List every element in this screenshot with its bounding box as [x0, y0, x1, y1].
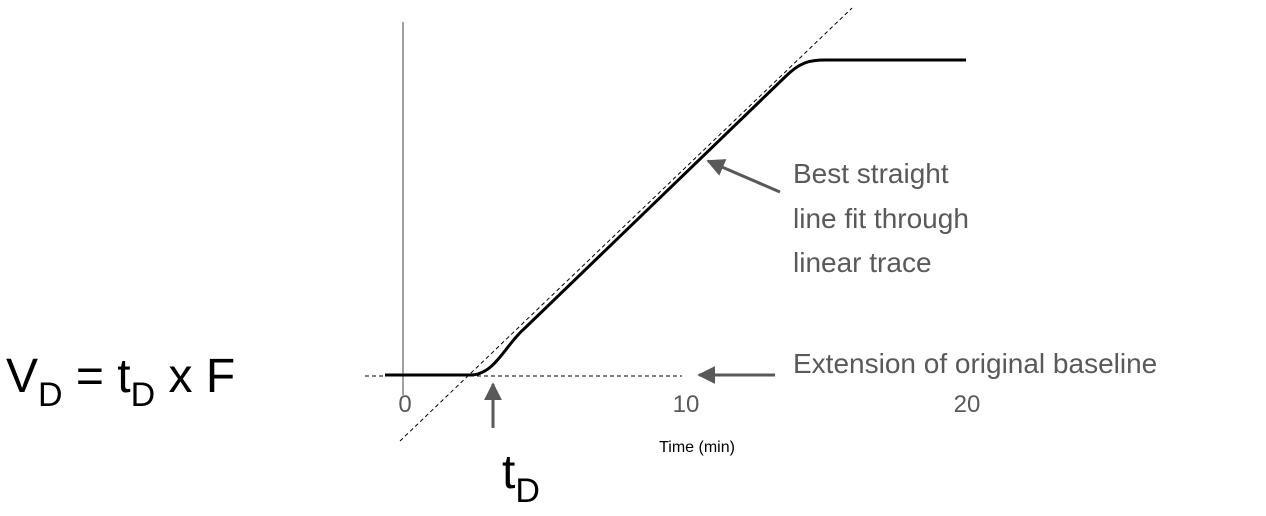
fit-line [399, 7, 853, 442]
baseline-note: Extension of original baseline [793, 348, 1157, 379]
td-sub: D [515, 472, 540, 510]
td-label: tD [502, 446, 540, 510]
fit-note: Best straight [793, 158, 949, 189]
x-tick-label: 10 [673, 391, 700, 418]
fit-arrow [706, 159, 781, 194]
eq-part: V [6, 350, 38, 403]
eq-part: x F [155, 350, 235, 403]
eq-part: = t [63, 350, 131, 403]
eq-sub: D [38, 376, 63, 414]
td-main: t [502, 446, 515, 499]
x-tick-label: 20 [954, 391, 981, 418]
fit-note: line fit through [793, 203, 969, 234]
axis-label: Time (min) [659, 439, 735, 456]
fit-note: linear trace [793, 247, 932, 278]
eq-sub: D [131, 376, 156, 414]
trace [385, 58, 966, 377]
x-tick-label: 0 [398, 391, 411, 418]
equation: VD = tD x F [6, 350, 235, 414]
